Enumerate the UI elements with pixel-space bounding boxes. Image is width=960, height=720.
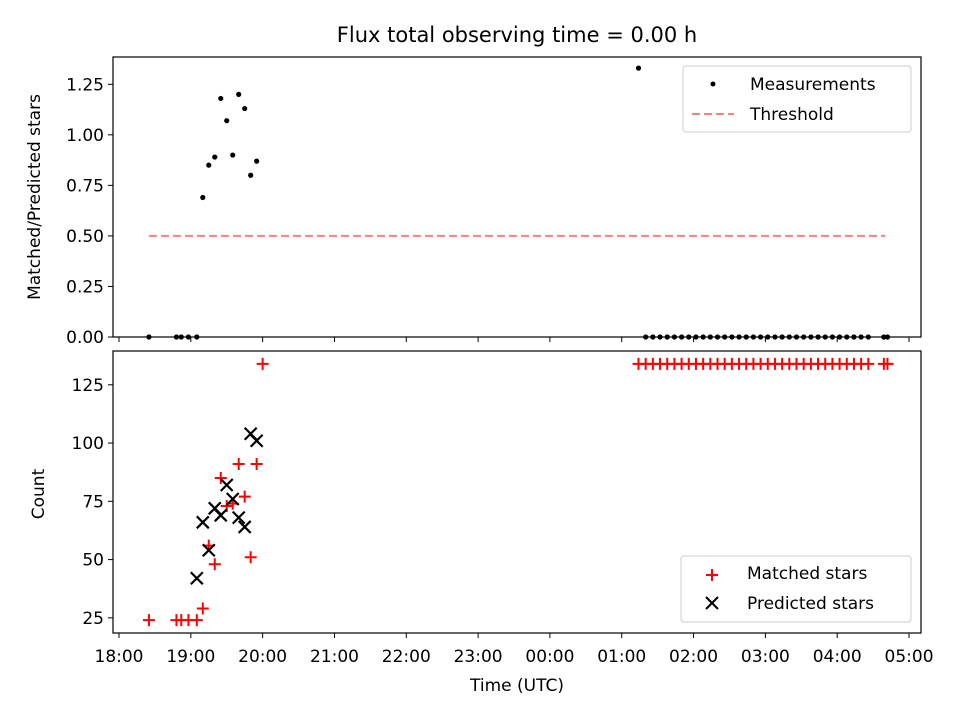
legend-label-threshold: Threshold bbox=[749, 105, 834, 125]
bottom-xtick-label: 18:00 bbox=[95, 647, 144, 667]
bottom-ticks: 25 50 75 100 125 18:00 19:00 20:00 21:00 22:00 23:… bbox=[72, 376, 934, 667]
legend-label-measurements: Measurements bbox=[750, 75, 876, 95]
matched-star-point bbox=[881, 357, 894, 370]
measurement-point bbox=[635, 65, 642, 71]
top-ytick-label: 0.25 bbox=[66, 277, 104, 297]
matched-star-point bbox=[232, 458, 245, 471]
top-axes-frame bbox=[112, 56, 922, 338]
matched-star-point bbox=[142, 614, 155, 627]
measurement-point bbox=[248, 172, 254, 178]
bottom-xtick-label: 01:00 bbox=[597, 647, 646, 667]
measurement-point bbox=[200, 194, 206, 201]
measurement-point bbox=[218, 95, 224, 102]
bottom-xtick-label: 02:00 bbox=[669, 647, 718, 667]
matched-star-point bbox=[238, 490, 251, 503]
matched-star-point bbox=[190, 614, 203, 627]
matched-star-point bbox=[196, 602, 209, 615]
top-legend-box bbox=[682, 65, 912, 133]
legend-label-matched-stars: Matched stars bbox=[747, 564, 867, 584]
bottom-xtick-label: 04:00 bbox=[813, 647, 862, 667]
legend-marker-matched-stars bbox=[706, 569, 718, 581]
legend-label-predicted-stars: Predicted stars bbox=[747, 594, 874, 614]
predicted-star-point bbox=[249, 433, 264, 448]
bottom-xtick-label: 22:00 bbox=[382, 647, 431, 667]
matched-star-point bbox=[256, 357, 269, 370]
x-axis-label: Time (UTC) bbox=[469, 676, 564, 696]
top-ytick-label: 0.50 bbox=[66, 227, 104, 247]
measurement-point bbox=[230, 152, 236, 158]
top-legend: Measurements Threshold bbox=[682, 65, 912, 133]
predicted-star-point bbox=[219, 478, 234, 492]
bottom-ytick-label: 75 bbox=[82, 492, 104, 512]
top-ytick-label: 0.00 bbox=[66, 328, 104, 348]
predicted-star-point bbox=[190, 571, 204, 586]
bottom-ylabel: Count bbox=[29, 468, 49, 519]
chart-title: Flux total observing time = 0.00 h bbox=[337, 23, 697, 47]
measurement-point bbox=[236, 91, 242, 98]
bottom-legend: Matched stars Predicted stars bbox=[680, 555, 912, 623]
bottom-xtick-label: 03:00 bbox=[741, 647, 790, 667]
predicted-star-point bbox=[201, 543, 216, 558]
measurement-point bbox=[212, 154, 218, 160]
bottom-xtick-label: 00:00 bbox=[525, 647, 574, 667]
legend-marker-measurements bbox=[710, 81, 716, 87]
bottom-xtick-label: 23:00 bbox=[454, 647, 503, 667]
predicted-star-point bbox=[196, 515, 210, 530]
matched-star-point bbox=[250, 458, 263, 471]
matched-star-point bbox=[862, 357, 875, 370]
matched-star-point bbox=[244, 551, 257, 564]
top-ytick-label: 0.75 bbox=[66, 176, 104, 196]
predicted-star-point bbox=[225, 492, 240, 506]
top-ylabel: Matched/Predicted stars bbox=[25, 94, 45, 300]
predicted-star-point bbox=[237, 520, 252, 534]
bottom-legend-box bbox=[680, 555, 912, 623]
bottom-xtick-label: 20:00 bbox=[238, 647, 287, 667]
bottom-ytick-label: 100 bbox=[72, 434, 104, 454]
measurement-point bbox=[206, 162, 212, 168]
measurement-point bbox=[254, 158, 260, 164]
matched-star-point bbox=[208, 558, 221, 571]
predicted-star-point bbox=[213, 508, 228, 523]
measurement-point bbox=[242, 105, 248, 112]
bottom-plot-area bbox=[142, 357, 894, 627]
bottom-xtick-label: 19:00 bbox=[166, 647, 215, 667]
bottom-xtick-label: 05:00 bbox=[885, 647, 934, 667]
top-panel: Flux total observing time = 0.00 h Match… bbox=[25, 23, 922, 348]
top-ytick-label: 1.25 bbox=[66, 75, 104, 95]
top-ytick-label: 1.00 bbox=[66, 126, 104, 146]
bottom-ytick-label: 125 bbox=[72, 376, 104, 396]
bottom-ytick-label: 50 bbox=[82, 551, 104, 571]
top-ticks: 0.00 0.25 0.50 0.75 1.00 1.25 bbox=[66, 75, 910, 348]
bottom-xtick-label: 21:00 bbox=[310, 647, 359, 667]
predicted-star-point bbox=[231, 510, 246, 525]
bottom-axes-frame bbox=[112, 350, 922, 634]
legend-marker-predicted-stars bbox=[705, 596, 719, 610]
matched-star-point bbox=[214, 472, 227, 485]
measurement-point bbox=[224, 118, 230, 124]
bottom-ytick-label: 25 bbox=[82, 609, 104, 629]
